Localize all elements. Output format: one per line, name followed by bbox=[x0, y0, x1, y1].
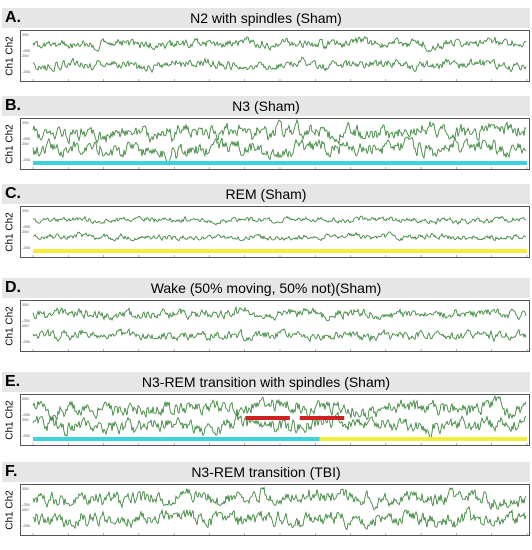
channel-1-trace bbox=[32, 305, 527, 322]
channel-scale-label: 250 bbox=[22, 417, 29, 422]
channel-2-trace bbox=[32, 505, 527, 531]
channel-scale-label: 250 bbox=[22, 141, 29, 146]
spindle-marker bbox=[299, 416, 345, 420]
channel-scale-label: -250 bbox=[22, 245, 31, 250]
channel-scale-label: 250 bbox=[22, 120, 29, 125]
panel-header: D. Wake (50% moving, 50% not)(Sham) bbox=[2, 278, 530, 298]
sleep-stage-bar bbox=[33, 161, 527, 165]
eeg-trace-frame: 250 -250 250 -250 bbox=[20, 206, 530, 258]
panel-letter: F. bbox=[5, 463, 18, 480]
sleep-stage-bar bbox=[33, 249, 527, 253]
panel-title: N2 with spindles (Sham) bbox=[190, 10, 342, 26]
channel-scale-label: 250 bbox=[22, 208, 29, 213]
channel-scale-label: 250 bbox=[22, 396, 29, 401]
y-axis-label: Ch1 Ch2 bbox=[4, 124, 16, 164]
panel-letter: A. bbox=[5, 9, 21, 26]
panel-title: N3 (Sham) bbox=[232, 98, 300, 114]
channel-2-trace bbox=[32, 328, 527, 343]
channel-scale-label: -250 bbox=[22, 224, 31, 229]
channel-2-trace bbox=[32, 56, 527, 74]
channel-1-trace bbox=[32, 35, 527, 53]
channel-scale-label: 250 bbox=[22, 486, 29, 491]
panel-letter: E. bbox=[5, 373, 21, 390]
channel-scale-label: -250 bbox=[22, 157, 31, 162]
channel-2-trace bbox=[32, 136, 527, 166]
channel-scale-label: 250 bbox=[22, 32, 29, 37]
panel-header: F. N3-REM transition (TBI) bbox=[2, 462, 530, 482]
y-axis-label: Ch1 Ch2 bbox=[4, 490, 16, 530]
channel-scale-label: 250 bbox=[22, 229, 29, 234]
channel-scale-label: -250 bbox=[22, 523, 31, 528]
sleep-stage-bar-rem bbox=[319, 437, 527, 441]
channel-scale-label: -250 bbox=[22, 48, 31, 53]
channel-1-trace bbox=[32, 486, 527, 511]
sleep-stage-bar-nrem bbox=[33, 437, 320, 441]
channel-scale-label: -250 bbox=[22, 318, 31, 323]
panel-title: Wake (50% moving, 50% not)(Sham) bbox=[150, 280, 382, 296]
channel-scale-label: 250 bbox=[22, 507, 29, 512]
y-axis-label: Ch1 Ch2 bbox=[4, 36, 16, 76]
channel-2-trace bbox=[32, 231, 527, 242]
y-axis-label: Ch1 Ch2 bbox=[4, 212, 16, 252]
eeg-trace-frame: 250 -250 250 -250 bbox=[20, 394, 530, 446]
panel-title: N3-REM transition (TBI) bbox=[191, 464, 341, 480]
channel-scale-label: 250 bbox=[22, 302, 29, 307]
panel-letter: C. bbox=[5, 185, 21, 202]
panel-header: B. N3 (Sham) bbox=[2, 96, 530, 116]
channel-1-trace bbox=[32, 215, 527, 226]
channel-2-trace bbox=[32, 410, 527, 439]
eeg-trace-frame: 250 -250 250 -250 bbox=[20, 30, 530, 82]
panel-letter: B. bbox=[5, 97, 21, 114]
channel-1-trace bbox=[32, 119, 527, 145]
spindle-marker bbox=[245, 416, 290, 420]
eeg-trace-frame: 250 -250 250 -250 bbox=[20, 300, 530, 352]
channel-scale-label: -250 bbox=[22, 69, 31, 74]
channel-scale-label: -250 bbox=[22, 502, 31, 507]
panel-header: C. REM (Sham) bbox=[2, 184, 530, 204]
channel-scale-label: 250 bbox=[22, 323, 29, 328]
channel-scale-label: -250 bbox=[22, 433, 31, 438]
channel-scale-label: -250 bbox=[22, 339, 31, 344]
channel-1-trace bbox=[32, 395, 527, 421]
channel-scale-label: -250 bbox=[22, 412, 31, 417]
eeg-trace-frame: 250 -250 250 -250 bbox=[20, 118, 530, 170]
panel-header: E. N3-REM transition with spindles (Sham… bbox=[2, 372, 530, 392]
panel-title: REM (Sham) bbox=[225, 186, 307, 202]
y-axis-label: Ch1 Ch2 bbox=[4, 400, 16, 440]
channel-scale-label: 250 bbox=[22, 53, 29, 58]
panel-header: A. N2 with spindles (Sham) bbox=[2, 8, 530, 28]
panel-title: N3-REM transition with spindles (Sham) bbox=[141, 374, 391, 390]
panel-letter: D. bbox=[5, 279, 21, 296]
channel-scale-label: -250 bbox=[22, 136, 31, 141]
y-axis-label: Ch1 Ch2 bbox=[4, 306, 16, 346]
eeg-trace-frame: 250 -250 250 -250 bbox=[20, 484, 530, 536]
